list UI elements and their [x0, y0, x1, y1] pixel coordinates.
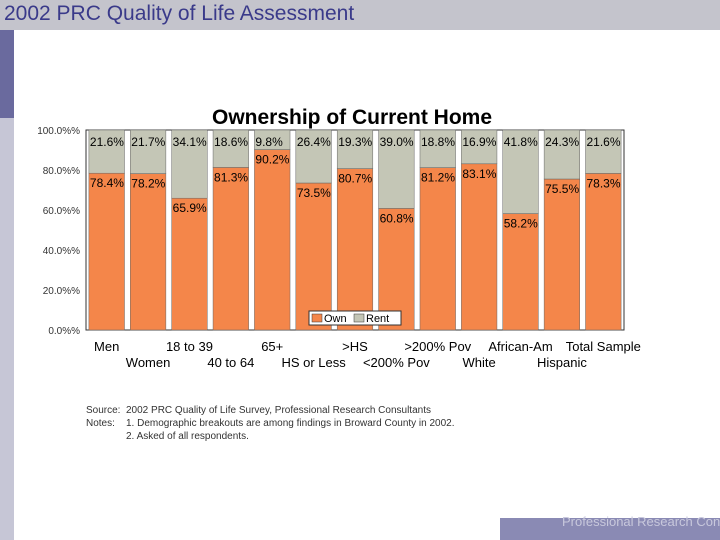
bar-rent — [461, 129, 498, 165]
bar-own — [212, 167, 249, 331]
own-value-label: 80.7% — [338, 172, 372, 186]
bar-rent — [254, 129, 291, 150]
bar-own — [419, 167, 456, 331]
footer-text: Professional Research Consultants — [562, 515, 720, 529]
bar-rent — [171, 129, 208, 199]
bar-own — [543, 178, 580, 331]
note-2: 2. Asked of all respondents. — [126, 431, 249, 442]
bar-own — [585, 173, 622, 331]
bar-own — [295, 182, 332, 331]
bar-rent — [130, 129, 167, 174]
category-label: >HS — [342, 339, 368, 354]
own-value-label: 78.3% — [587, 176, 621, 190]
rent-value-label: 21.6% — [587, 135, 621, 149]
bar-own — [171, 197, 208, 331]
bar-rent — [502, 129, 539, 214]
own-value-label: 58.2% — [504, 217, 538, 231]
left-accent-light — [0, 118, 14, 540]
category-label: Total Sample — [566, 339, 641, 354]
slide-title: 2002 PRC Quality of Life Assessment — [4, 2, 355, 25]
footer-band — [500, 518, 720, 540]
chart-title: Ownership of Current Home — [212, 106, 492, 129]
category-label: >200% Pov — [404, 339, 471, 354]
own-value-label: 73.5% — [297, 186, 331, 200]
own-value-label: 90.2% — [255, 153, 289, 167]
legend-label-own: Own — [324, 313, 347, 325]
rent-value-label: 16.9% — [462, 135, 496, 149]
own-value-label: 78.4% — [90, 176, 124, 190]
bar-rent — [212, 129, 249, 168]
bar-rent — [419, 129, 456, 168]
own-value-label: 81.2% — [421, 171, 455, 185]
notes-block: Source: 2002 PRC Quality of Life Survey,… — [86, 404, 455, 443]
rent-value-label: 34.1% — [173, 135, 207, 149]
bar-own — [461, 163, 498, 331]
source-row: Source: 2002 PRC Quality of Life Survey,… — [86, 404, 455, 417]
title-bar — [0, 0, 720, 30]
y-tick-label: 20.0%% — [43, 286, 80, 297]
note-row-1: Notes: 1. Demographic breakouts are amon… — [86, 417, 455, 430]
bar-own — [378, 208, 415, 331]
rent-value-label: 39.0% — [380, 135, 414, 149]
own-value-label: 83.1% — [462, 167, 496, 181]
bar-rent — [378, 129, 415, 209]
own-value-label: 60.8% — [380, 211, 414, 225]
source-label: Source: — [86, 405, 121, 416]
bar-own — [88, 172, 125, 331]
legend-swatch-rent — [353, 313, 365, 323]
bar-own — [130, 173, 167, 331]
y-tick-label: 80.0%% — [43, 166, 80, 177]
own-value-label: 78.2% — [131, 177, 165, 191]
category-label: African-Am — [488, 339, 552, 354]
bar-own — [336, 168, 374, 331]
category-label: HS or Less — [281, 355, 346, 370]
bar-rent — [295, 129, 332, 184]
own-value-label: 75.5% — [545, 182, 579, 196]
category-label: 65+ — [261, 339, 283, 354]
category-label: White — [463, 355, 496, 370]
note-1: 1. Demographic breakouts are among findi… — [126, 418, 455, 429]
bar-rent — [88, 129, 125, 174]
legend-swatch-own — [311, 313, 323, 323]
category-label: <200% Pov — [363, 355, 430, 370]
rent-value-label: 41.8% — [504, 135, 538, 149]
rent-value-label: 9.8% — [255, 135, 283, 149]
own-value-label: 65.9% — [173, 201, 207, 215]
notes-label: Notes: — [86, 418, 115, 429]
ownership-chart: Ownership of Current Home 0.0%% 20.0%% 40.… — [37, 106, 641, 370]
rent-value-label: 19.3% — [338, 135, 372, 149]
category-label: Men — [94, 339, 119, 354]
rent-value-label: 21.6% — [90, 135, 124, 149]
category-label: Women — [126, 355, 171, 370]
bar-rent — [543, 129, 580, 180]
rent-value-label: 26.4% — [297, 135, 331, 149]
left-accent-dark — [0, 30, 14, 118]
bar-own — [254, 149, 291, 331]
category-label: 18 to 39 — [166, 339, 213, 354]
y-tick-label: 40.0%% — [43, 246, 80, 257]
category-label: 40 to 64 — [207, 355, 254, 370]
legend-label-rent: Rent — [366, 313, 389, 325]
rent-value-label: 18.6% — [214, 135, 248, 149]
bar-rent — [336, 129, 374, 169]
y-tick-label: 100.0%% — [37, 126, 80, 137]
category-label: Hispanic — [537, 355, 587, 370]
rent-value-label: 24.3% — [545, 135, 579, 149]
y-tick-label: 0.0%% — [48, 326, 80, 337]
bar-own — [502, 213, 539, 331]
bar-rent — [585, 129, 622, 174]
own-value-label: 81.3% — [214, 170, 248, 184]
y-tick-label: 60.0%% — [43, 206, 80, 217]
source-text: 2002 PRC Quality of Life Survey, Profess… — [126, 405, 431, 416]
rent-value-label: 18.8% — [421, 135, 455, 149]
note-row-2: 2. Asked of all respondents. — [86, 430, 455, 443]
rent-value-label: 21.7% — [131, 135, 165, 149]
